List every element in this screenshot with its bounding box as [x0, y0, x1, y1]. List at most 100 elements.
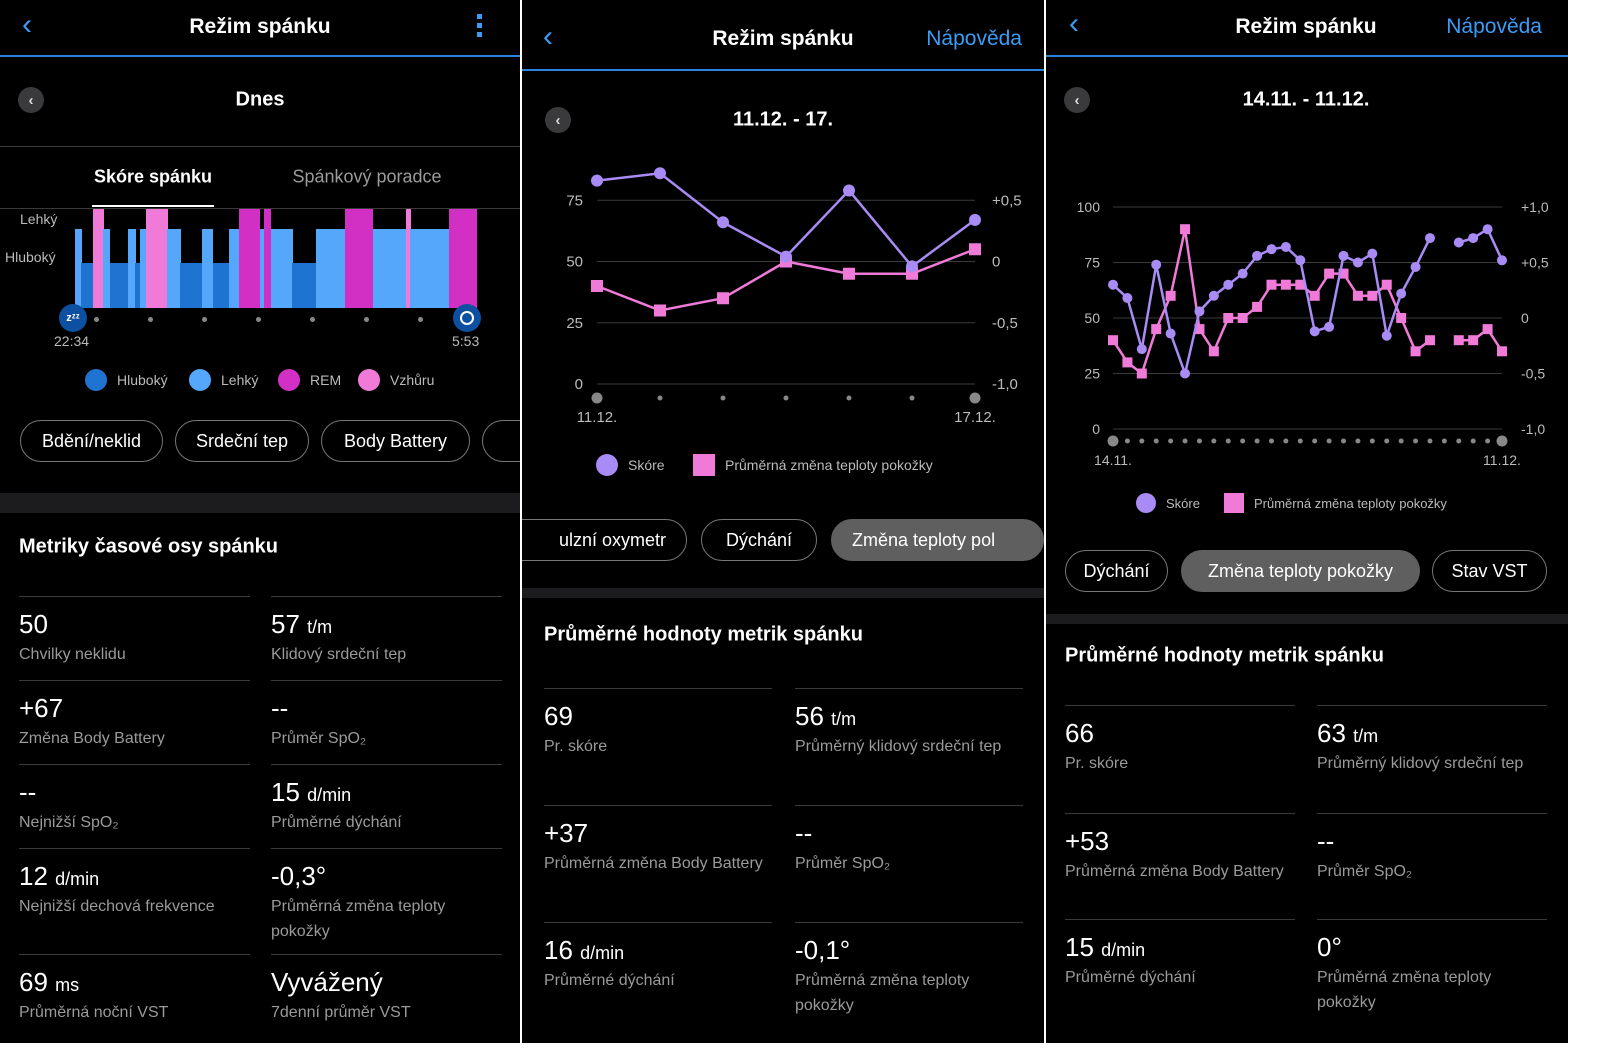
temperature-point[interactable] — [1482, 324, 1493, 335]
score-point[interactable] — [1266, 244, 1277, 255]
previous-date-button[interactable]: ‹ — [18, 87, 44, 113]
score-point[interactable] — [1122, 293, 1133, 304]
temperature-point[interactable] — [1295, 279, 1306, 290]
score-point[interactable] — [1338, 250, 1349, 261]
temperature-point[interactable] — [1381, 279, 1392, 290]
temperature-point[interactable] — [1208, 346, 1219, 357]
temperature-point[interactable] — [1252, 301, 1263, 312]
temperature-point[interactable] — [1396, 313, 1407, 323]
score-point[interactable] — [1410, 261, 1421, 272]
pill-more[interactable] — [482, 420, 520, 462]
temperature-point[interactable] — [1223, 313, 1234, 323]
temperature-point[interactable] — [1352, 290, 1363, 301]
score-point[interactable] — [1295, 255, 1306, 266]
help-link[interactable]: Nápověda — [1446, 15, 1542, 38]
score-point[interactable] — [1237, 268, 1248, 279]
temperature-point[interactable] — [1324, 268, 1335, 279]
pill-body-battery[interactable]: Body Battery — [321, 420, 470, 462]
metric-item: +53 Průměrná změna Body Battery — [1065, 813, 1295, 884]
temperature-point[interactable] — [1266, 279, 1277, 290]
back-chevron-icon[interactable]: ‹ — [22, 8, 32, 41]
score-point[interactable] — [843, 184, 855, 197]
score-point[interactable] — [1367, 248, 1378, 259]
kebab-menu-icon[interactable] — [477, 14, 485, 37]
score-point[interactable] — [1151, 259, 1162, 270]
temperature-point[interactable] — [969, 243, 981, 256]
metric-item: 16 d/min Průměrné dýchání — [544, 922, 772, 993]
temperature-point[interactable] — [1108, 335, 1118, 346]
score-point[interactable] — [780, 250, 792, 263]
score-point[interactable] — [1381, 330, 1392, 341]
pill-pulse-oximeter[interactable]: ulzní oxymetr — [522, 519, 687, 561]
metric-label: Průměrná změna teploty pokožky — [271, 898, 446, 940]
tab-sleep-coach[interactable]: Spánkový poradce — [292, 166, 442, 187]
pill-awake-restless[interactable]: Bdění/neklid — [20, 420, 163, 462]
temperature-point[interactable] — [1165, 290, 1176, 301]
score-point[interactable] — [1194, 306, 1205, 317]
score-point[interactable] — [969, 213, 981, 226]
temperature-point[interactable] — [1468, 335, 1479, 346]
score-point[interactable] — [1482, 224, 1493, 235]
temperature-point[interactable] — [1280, 279, 1291, 290]
score-point[interactable] — [1180, 368, 1191, 379]
score-point[interactable] — [1453, 237, 1464, 248]
pill-breathing[interactable]: Dýchání — [1065, 550, 1168, 592]
x-axis-dot — [1254, 438, 1260, 444]
temperature-point[interactable] — [1497, 346, 1507, 357]
temperature-point[interactable] — [1194, 324, 1205, 335]
score-point[interactable] — [1136, 344, 1147, 355]
score-point[interactable] — [1396, 288, 1407, 299]
x-axis-dot — [1182, 438, 1188, 444]
score-point[interactable] — [1252, 250, 1263, 261]
temperature-point[interactable] — [1410, 346, 1421, 357]
temperature-point[interactable] — [1367, 290, 1378, 301]
pill-heart-rate[interactable]: Srdeční tep — [175, 420, 309, 462]
score-temperature-chart: 0 -1,0 25 -0,5 50 0 75 +0,5 100 +1,0 14.11. 11.12. — [1077, 199, 1549, 468]
metric-item: -- Průměr SpO₂ — [795, 805, 1023, 876]
page-title: Režim spánku — [1235, 15, 1377, 38]
help-link[interactable]: Nápověda — [926, 27, 1022, 50]
metric-value: 69 ms — [19, 967, 80, 997]
metric-label: Nejnižší dechová frekvence — [19, 898, 215, 915]
score-point[interactable] — [591, 174, 603, 187]
temperature-point[interactable] — [591, 280, 603, 292]
score-point[interactable] — [1223, 279, 1234, 290]
temperature-point[interactable] — [1136, 368, 1147, 379]
score-point[interactable] — [1468, 233, 1479, 244]
score-point[interactable] — [654, 167, 666, 180]
score-point[interactable] — [1108, 279, 1118, 290]
temperature-point[interactable] — [1338, 268, 1349, 279]
temperature-point[interactable] — [654, 304, 666, 317]
score-point[interactable] — [1352, 257, 1363, 268]
score-point[interactable] — [1208, 290, 1219, 301]
tab-sleep-score[interactable]: Skóre spánku — [93, 166, 213, 187]
temperature-point[interactable] — [1237, 313, 1248, 323]
back-chevron-icon[interactable]: ‹ — [1069, 7, 1079, 40]
temperature-point[interactable] — [1424, 335, 1435, 346]
temperature-point[interactable] — [1453, 335, 1464, 346]
score-point[interactable] — [1324, 321, 1335, 332]
pill-breathing[interactable]: Dýchání — [701, 519, 817, 561]
pill-skin-temperature[interactable]: Změna teploty pol — [831, 519, 1044, 561]
score-point[interactable] — [1165, 328, 1176, 339]
temperature-point[interactable] — [1122, 357, 1133, 368]
previous-range-button[interactable]: ‹ — [1064, 87, 1090, 113]
pill-skin-temperature[interactable]: Změna teploty pokožky — [1181, 550, 1420, 592]
temperature-point[interactable] — [1151, 324, 1162, 335]
score-point[interactable] — [717, 216, 729, 229]
temperature-point[interactable] — [1309, 290, 1320, 301]
x-axis-dot — [1240, 438, 1246, 444]
score-point[interactable] — [906, 260, 918, 273]
pill-hrv-status[interactable]: Stav VST — [1432, 550, 1547, 592]
score-point[interactable] — [1424, 233, 1435, 244]
page-title: Režim spánku — [189, 15, 331, 38]
back-chevron-icon[interactable]: ‹ — [543, 20, 553, 53]
previous-range-button[interactable]: ‹ — [545, 107, 571, 133]
score-point[interactable] — [1497, 255, 1507, 266]
score-point[interactable] — [1309, 326, 1320, 337]
time-axis-dot — [418, 317, 423, 322]
temperature-point[interactable] — [717, 292, 729, 305]
score-point[interactable] — [1280, 241, 1291, 252]
temperature-point[interactable] — [1180, 224, 1191, 235]
temperature-point[interactable] — [843, 267, 855, 280]
